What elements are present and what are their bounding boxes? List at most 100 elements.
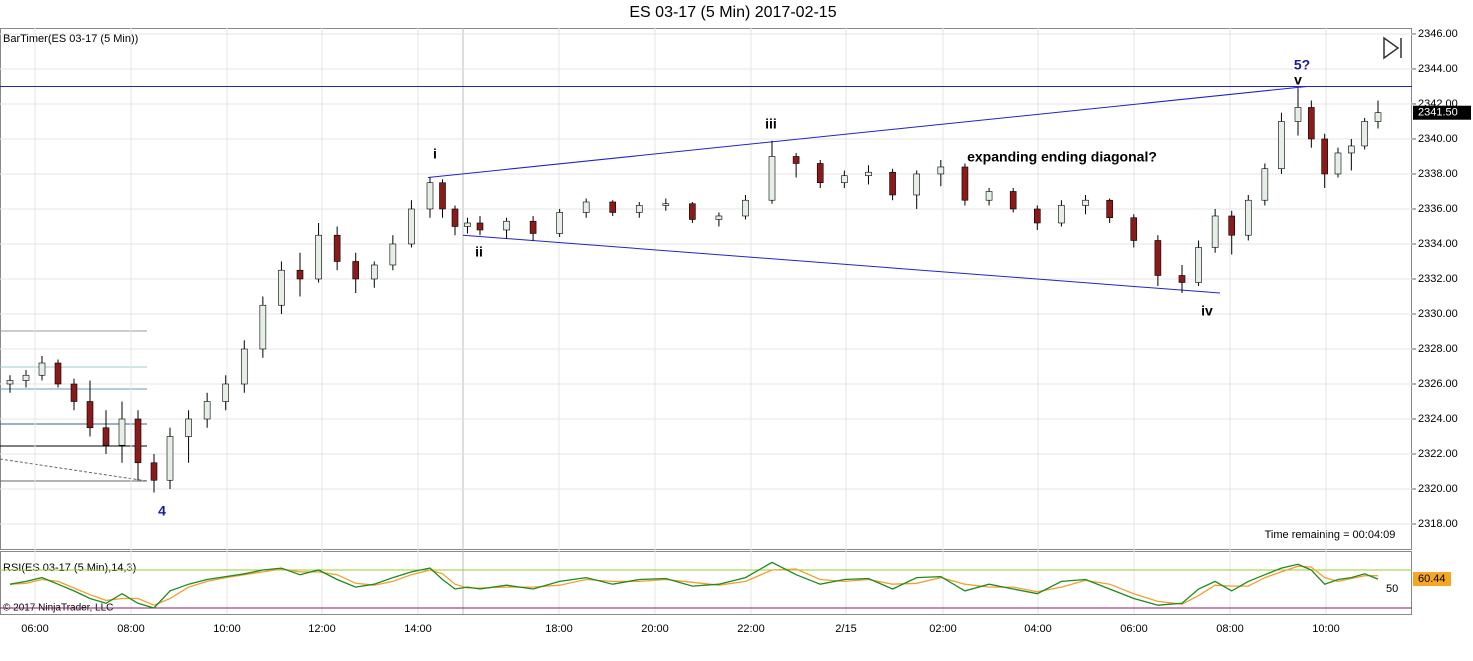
x-tick-label: 18:00 [545,623,573,635]
chart-title: ES 03-17 (5 Min) 2017-02-15 [629,4,836,21]
annotation: expanding ending diagonal? [967,149,1157,165]
y-tick-label: 2332.00 [1418,273,1458,285]
x-tick-label: 08:00 [1216,623,1244,635]
candle-body [296,269,304,280]
x-tick-label: 06:00 [1120,623,1148,635]
rsi-line [9,561,1379,609]
y-tick-label: 2336.00 [1418,203,1458,215]
annotation: 5? [1294,57,1310,73]
candle-body [1082,199,1089,206]
annotation: 4 [158,503,166,519]
candle-body [1058,205,1065,224]
candle-body [166,436,174,481]
candle-body [556,212,563,234]
candle-body [529,220,537,234]
candle-body [662,203,670,206]
last-price-label: 2341.50 [1418,107,1458,119]
candle-body [1334,152,1342,175]
x-tick-label: 14:00 [404,623,432,635]
candle-body [54,362,62,385]
x-tick-label: 08:00 [117,623,145,635]
y-tick-label: 2338.00 [1418,168,1458,180]
candle-body [185,418,192,437]
candle-body [841,175,848,184]
candle-body [913,173,921,196]
candle-body [352,261,360,280]
x-tick-label: 10:00 [213,623,241,635]
candle-body [476,222,484,231]
candle-body [1211,215,1219,248]
y-tick-label: 2318.00 [1418,518,1458,530]
candle-body [118,418,126,446]
candle-body [134,418,142,464]
candle-body [150,462,158,481]
candle-body [240,348,248,385]
candle-body [370,264,378,280]
x-tick-label: 12:00 [308,623,336,635]
candle-body [86,401,94,429]
trend-line [427,85,1308,178]
candle-body [278,269,285,306]
candle-body [439,182,446,210]
candle-body [768,156,776,201]
x-tick-label: 20:00 [641,623,669,635]
candle-body [102,427,110,446]
candle-body [426,182,434,210]
x-tick-label: 2/15 [835,623,856,635]
candle-body [742,199,749,217]
play-triangle[interactable] [1383,36,1400,60]
candle-body [464,222,471,227]
y-tick-label: 2330.00 [1418,308,1458,320]
rsi-tick-label: 50 [1386,583,1398,595]
candle-body [1178,275,1186,283]
play-icon[interactable] [1383,36,1402,60]
candle-body [889,171,896,196]
annotation: iv [1201,303,1213,319]
candle-body [865,171,872,177]
candle-body [503,220,510,231]
y-tick-label: 2324.00 [1418,413,1458,425]
candle-body [961,166,969,201]
candle-body [70,383,78,402]
rsi-last-label: 60.44 [1418,573,1446,585]
candle-body [1321,138,1328,175]
candle-body [1361,121,1368,147]
rsi-panel [0,551,1412,615]
candle-body [816,163,824,184]
candle-body [408,208,415,245]
x-tick-label: 04:00 [1024,623,1052,635]
candle-body [451,208,459,227]
last-price-tag [1413,105,1471,120]
candle-body [22,374,30,381]
candle-body [1106,199,1113,219]
candle-body [203,401,211,420]
y-tick-label: 2328.00 [1418,343,1458,355]
y-tick-label: 2346.00 [1418,28,1458,40]
indicator-label: BarTimer(ES 03-17 (5 Min)) [3,33,138,45]
y-tick-label: 2344.00 [1418,63,1458,75]
candle-body [1130,217,1138,241]
candle-body [1244,199,1252,236]
y-tick-label: 2334.00 [1418,238,1458,250]
x-tick-label: 02:00 [929,623,957,635]
candle-body [259,304,267,350]
candle-body [582,201,590,213]
rsi-title: RSI(ES 03-17 (5 Min),14,3) [3,562,136,574]
candle-body [315,234,322,280]
annotation: v [1294,72,1302,88]
candle-body [937,166,945,175]
candle-body [1009,191,1017,210]
y-tick-label: 2320.00 [1418,483,1458,495]
candle-body [1278,121,1285,170]
candle-body [985,191,993,201]
candle-body [609,201,617,213]
trend-line [462,234,1221,294]
candle-body [1294,107,1302,122]
y-tick-label: 2322.00 [1418,448,1458,460]
y-tick-label: 2326.00 [1418,378,1458,390]
annotation: ii [475,244,483,260]
candle-body [333,234,341,262]
rsi-last-tag [1413,572,1451,587]
